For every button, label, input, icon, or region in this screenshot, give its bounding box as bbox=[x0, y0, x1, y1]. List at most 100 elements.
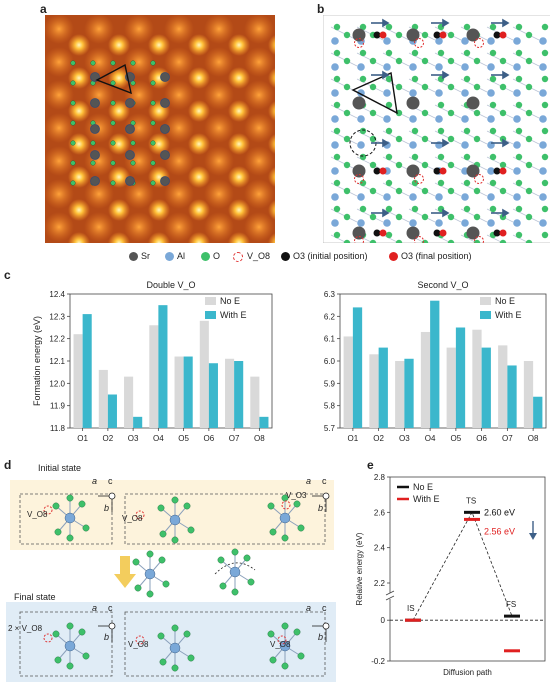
overlay-o-atom bbox=[90, 140, 96, 146]
bar bbox=[404, 358, 414, 428]
struct-vacancy bbox=[43, 505, 53, 515]
bar bbox=[420, 331, 431, 428]
atomic-model bbox=[323, 15, 550, 243]
struct-o-atom bbox=[134, 584, 142, 592]
state-label: IS bbox=[407, 604, 415, 613]
bar bbox=[369, 354, 379, 428]
stem-spot bbox=[204, 47, 234, 77]
model-al-atom bbox=[409, 63, 417, 71]
struct-o-atom bbox=[162, 580, 170, 588]
field-arrow-head bbox=[502, 18, 510, 28]
legend-label: With E bbox=[413, 494, 440, 504]
bar bbox=[430, 300, 440, 428]
struct-o-atom bbox=[171, 536, 179, 544]
bar bbox=[149, 325, 159, 428]
stem-bright-spot bbox=[68, 232, 90, 243]
x-axis-label: Diffusion path bbox=[443, 668, 492, 677]
model-o-atom bbox=[411, 127, 419, 135]
struct-o-atom bbox=[171, 664, 179, 672]
model-o-atom bbox=[515, 205, 523, 213]
stem-bright-spot bbox=[108, 133, 130, 155]
model-o-atom bbox=[343, 109, 351, 117]
model-o-atom bbox=[499, 187, 507, 195]
model-o-atom bbox=[333, 49, 341, 57]
model-o-atom bbox=[421, 213, 429, 221]
model-al-atom bbox=[487, 115, 495, 123]
stem-spot bbox=[204, 146, 234, 176]
model-al-atom bbox=[383, 219, 391, 227]
field-arrow-head bbox=[502, 138, 510, 148]
bar bbox=[234, 361, 244, 428]
stem-spot bbox=[204, 179, 234, 209]
axis-b-label-3: b bbox=[104, 632, 110, 642]
stem-bright-spot bbox=[188, 67, 210, 89]
model-o-atom bbox=[525, 31, 533, 39]
model-o-atom bbox=[447, 31, 455, 39]
stem-bright-spot bbox=[188, 199, 210, 221]
stem-bright-spot bbox=[188, 100, 210, 122]
two-vo8-label: 2 × V_O8 bbox=[8, 624, 43, 633]
model-o-atom bbox=[525, 161, 533, 169]
model-al-atom bbox=[539, 219, 547, 227]
model-o-atom bbox=[447, 161, 455, 169]
model-o-atom bbox=[437, 153, 445, 161]
overlay-sr-atom bbox=[90, 98, 100, 108]
model-al-atom bbox=[435, 63, 443, 71]
model-al-atom bbox=[461, 89, 469, 97]
initial-box-1 bbox=[19, 493, 113, 545]
model-o-atom bbox=[437, 179, 445, 187]
legend-swatch bbox=[205, 297, 216, 305]
bar bbox=[498, 345, 508, 428]
axis-c-marker bbox=[322, 492, 330, 500]
model-o-atom bbox=[343, 187, 351, 195]
model-o-atom bbox=[499, 161, 507, 169]
model-o-atom bbox=[395, 161, 403, 169]
model-al-atom bbox=[513, 63, 521, 71]
struct-vacancy bbox=[277, 635, 287, 645]
y-tick-label: 12.4 bbox=[49, 290, 65, 299]
struct-o-atom bbox=[66, 494, 74, 502]
model-o-atom bbox=[489, 205, 497, 213]
model-o3-initial bbox=[493, 167, 501, 175]
vo3-label-initial: V_O3 bbox=[286, 491, 307, 500]
model-al-atom bbox=[539, 115, 547, 123]
x-tick-label: O6 bbox=[476, 434, 487, 443]
o-legend-swatch bbox=[201, 252, 210, 261]
model-al-atom bbox=[331, 89, 339, 97]
stem-bright-spot bbox=[228, 199, 250, 221]
overlay-o-atom bbox=[110, 140, 116, 146]
stem-bright-spot bbox=[228, 34, 250, 56]
stem-spot bbox=[84, 212, 114, 242]
model-al-atom bbox=[435, 219, 443, 227]
struct-o-atom bbox=[217, 556, 225, 564]
stem-image bbox=[45, 15, 275, 243]
model-al-atom bbox=[487, 193, 495, 201]
stem-spot bbox=[164, 47, 194, 77]
model-o-atom bbox=[359, 127, 367, 135]
y-tick-label: 6.0 bbox=[324, 357, 336, 366]
model-o-atom bbox=[541, 49, 549, 57]
y-tick-label: 5.9 bbox=[324, 379, 336, 388]
model-o-atom bbox=[333, 101, 341, 109]
model-o-atom bbox=[489, 49, 497, 57]
al-legend-label: Al bbox=[177, 251, 186, 261]
model-vacancy bbox=[354, 236, 364, 243]
stem-spot bbox=[164, 113, 194, 143]
model-sr-atom bbox=[406, 164, 420, 178]
bar bbox=[107, 394, 117, 428]
model-al-atom bbox=[383, 193, 391, 201]
bar bbox=[73, 334, 83, 428]
overlay-o-atom bbox=[110, 160, 116, 166]
stem-bright-spot bbox=[228, 100, 250, 122]
model-o-atom bbox=[411, 153, 419, 161]
struct-o-atom bbox=[171, 624, 179, 632]
overlay-sr-atom bbox=[90, 176, 100, 186]
x-tick-label: O5 bbox=[451, 434, 462, 443]
stem-bright-spot bbox=[108, 199, 130, 221]
model-o-atom bbox=[473, 239, 481, 243]
overlay-o-atom bbox=[130, 160, 136, 166]
stem-bright-spot bbox=[188, 34, 210, 56]
model-o-atom bbox=[437, 101, 445, 109]
model-o-atom bbox=[515, 49, 523, 57]
model-o-atom bbox=[473, 135, 481, 143]
